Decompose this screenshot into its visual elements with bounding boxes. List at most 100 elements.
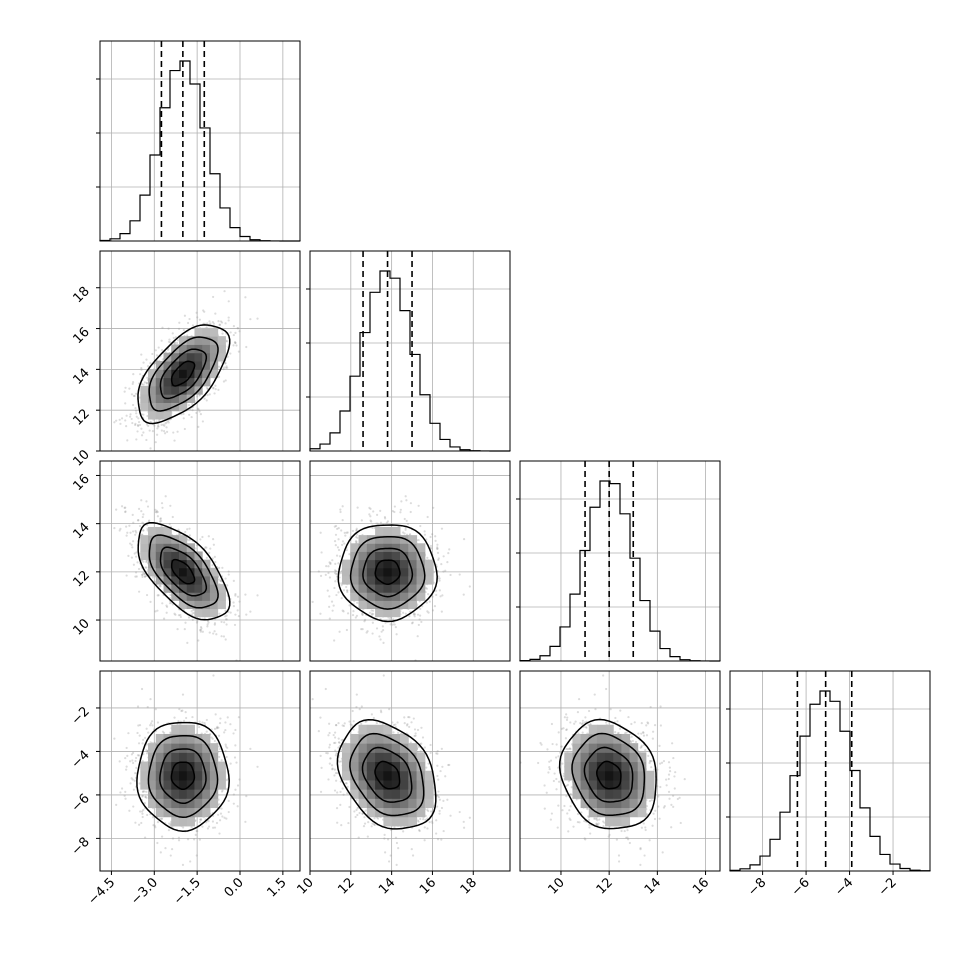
sample-point bbox=[341, 609, 344, 612]
density-cell bbox=[186, 352, 195, 362]
sample-point bbox=[113, 421, 116, 424]
sample-point bbox=[375, 522, 378, 525]
sample-point bbox=[174, 613, 177, 616]
sample-point bbox=[341, 540, 345, 543]
sample-point bbox=[135, 756, 138, 760]
sample-point bbox=[343, 531, 346, 534]
density-cell bbox=[350, 567, 360, 577]
sample-point bbox=[178, 321, 181, 324]
sample-point bbox=[404, 612, 407, 615]
density-cell bbox=[375, 551, 384, 561]
sample-point bbox=[418, 614, 422, 617]
density-cell bbox=[350, 559, 360, 569]
sample-point bbox=[225, 339, 228, 343]
sample-point bbox=[120, 505, 124, 508]
density-cell bbox=[366, 567, 376, 577]
density-cell bbox=[163, 410, 172, 420]
sample-point bbox=[182, 328, 185, 332]
sample-point bbox=[164, 847, 167, 850]
sample-point bbox=[135, 415, 138, 418]
sample-point bbox=[319, 612, 322, 615]
sample-point bbox=[139, 373, 142, 376]
sample-point bbox=[360, 519, 363, 522]
sample-point bbox=[197, 408, 200, 411]
sample-point bbox=[237, 350, 241, 353]
density-cell bbox=[163, 369, 172, 379]
sample-point bbox=[370, 609, 373, 612]
sample-point bbox=[156, 427, 159, 430]
sample-point bbox=[131, 530, 135, 533]
sample-point bbox=[223, 366, 226, 369]
density-cell bbox=[186, 575, 195, 585]
sample-point bbox=[145, 560, 148, 564]
density-cell bbox=[155, 410, 165, 420]
sample-point bbox=[145, 593, 149, 597]
sample-point bbox=[113, 737, 116, 740]
sample-point bbox=[237, 716, 241, 719]
sample-point bbox=[386, 520, 390, 523]
density-cell bbox=[171, 551, 180, 561]
sample-point bbox=[145, 358, 148, 361]
sample-point bbox=[429, 544, 433, 548]
sample-point bbox=[163, 424, 166, 427]
density-cell bbox=[178, 377, 188, 387]
sample-point bbox=[154, 441, 157, 444]
panel-hist-3 bbox=[729, 670, 931, 872]
density-cell bbox=[383, 584, 393, 593]
sample-point bbox=[127, 554, 130, 557]
density-cell bbox=[424, 559, 434, 569]
sample-point bbox=[431, 609, 435, 612]
sample-point bbox=[232, 344, 235, 347]
sample-point bbox=[191, 618, 194, 621]
sample-point bbox=[197, 639, 200, 642]
sample-point bbox=[338, 555, 342, 558]
sample-point bbox=[171, 515, 174, 519]
sample-point bbox=[223, 731, 226, 734]
sample-point bbox=[338, 630, 341, 633]
sample-point bbox=[145, 749, 148, 752]
sample-point bbox=[224, 362, 227, 365]
sample-point bbox=[181, 863, 185, 866]
sample-point bbox=[217, 365, 221, 368]
sample-point bbox=[113, 527, 116, 530]
sample-point bbox=[188, 527, 191, 530]
sample-point bbox=[140, 427, 143, 430]
sample-point bbox=[334, 544, 337, 547]
density-cell bbox=[163, 567, 172, 577]
sample-point bbox=[213, 555, 216, 558]
sample-point bbox=[212, 538, 215, 541]
sample-point bbox=[141, 575, 144, 578]
sample-point bbox=[156, 510, 159, 514]
density-cell bbox=[366, 575, 376, 585]
sample-point bbox=[356, 601, 359, 604]
sample-point bbox=[154, 349, 157, 352]
sample-point bbox=[205, 546, 208, 549]
sample-point bbox=[429, 535, 432, 539]
sample-point bbox=[130, 417, 133, 421]
sample-point bbox=[355, 533, 358, 536]
density-cell bbox=[155, 543, 165, 552]
sample-point bbox=[130, 543, 133, 546]
sample-point bbox=[132, 394, 135, 397]
sample-point bbox=[436, 543, 439, 546]
sample-point bbox=[134, 533, 137, 536]
density-cell bbox=[171, 543, 180, 552]
density-cell bbox=[186, 551, 195, 561]
sample-point bbox=[355, 614, 359, 617]
sample-point bbox=[217, 375, 221, 378]
sample-point bbox=[134, 821, 137, 824]
sample-point bbox=[400, 500, 403, 503]
sample-point bbox=[150, 720, 154, 723]
density-cell bbox=[383, 608, 393, 618]
sample-point bbox=[333, 639, 336, 642]
sample-point bbox=[137, 754, 141, 757]
sample-point bbox=[125, 414, 128, 417]
sample-point bbox=[341, 519, 344, 522]
sample-point bbox=[151, 352, 154, 356]
sample-point bbox=[164, 422, 167, 425]
sample-point bbox=[370, 612, 374, 615]
sample-point bbox=[346, 612, 350, 615]
sample-point bbox=[211, 564, 214, 567]
density-cell bbox=[366, 559, 376, 569]
density-cell bbox=[171, 369, 180, 379]
